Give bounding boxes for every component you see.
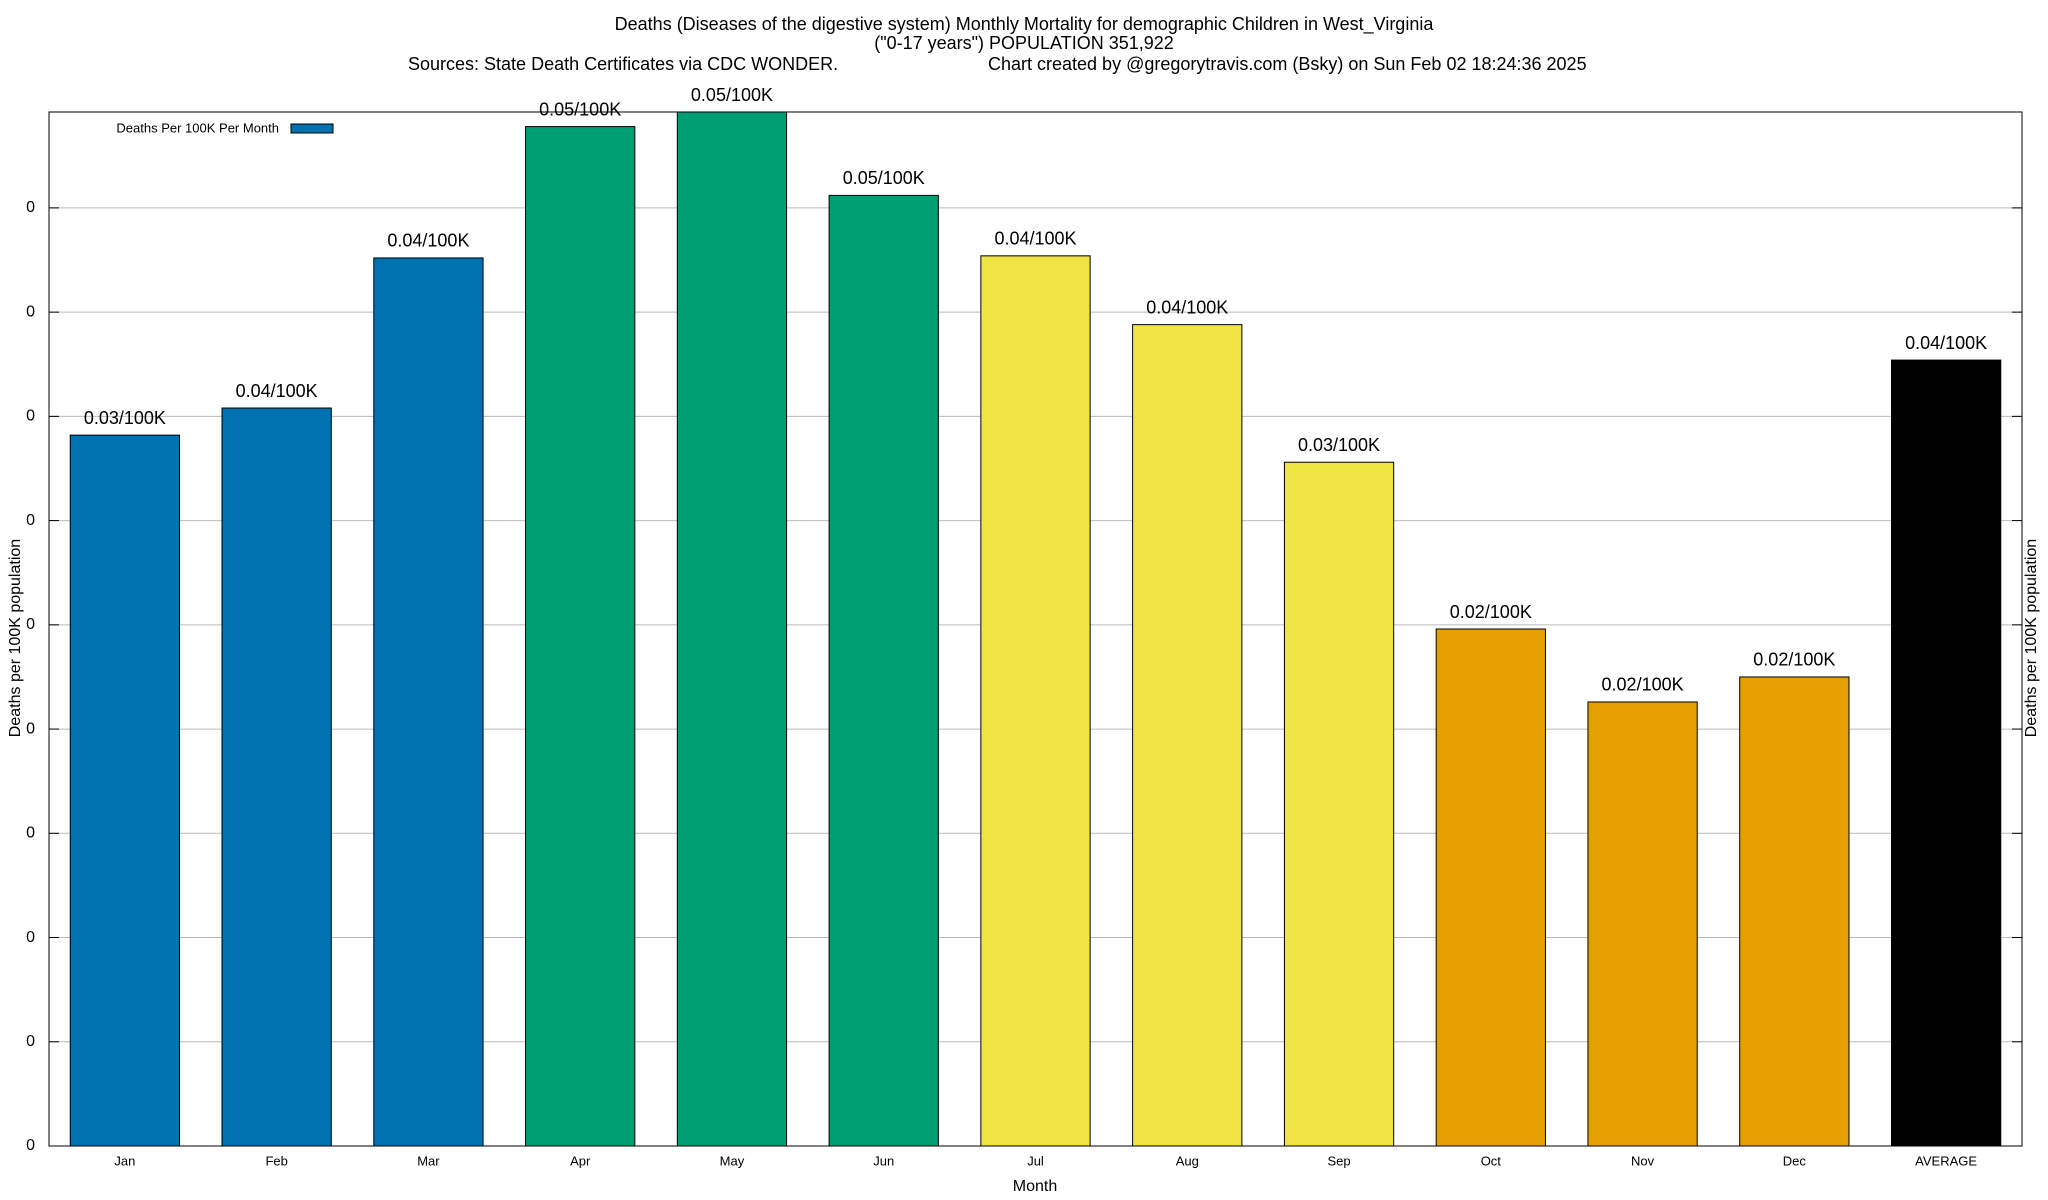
y-tick-label: 0 [26, 720, 35, 737]
x-tick-label: Mar [417, 1153, 440, 1168]
bar [525, 126, 636, 1147]
x-axis-label: Month [1013, 1178, 1057, 1195]
bar [1283, 461, 1395, 1147]
x-tick-label: AVERAGE [1915, 1153, 1977, 1168]
bar [828, 194, 939, 1147]
x-tick-label: Oct [1481, 1153, 1502, 1168]
data-label: 0.05/100K [539, 99, 621, 119]
data-label: 0.04/100K [236, 381, 318, 401]
x-tick-label: Dec [1783, 1153, 1807, 1168]
x-tick-label: Apr [570, 1153, 591, 1168]
y-tick-label: 0 [26, 303, 35, 320]
x-tick-label: Feb [265, 1153, 287, 1168]
bar [69, 434, 181, 1147]
y-tick-label: 0 [26, 408, 35, 425]
bar [1739, 676, 1850, 1147]
data-label: 0.04/100K [1905, 333, 1987, 353]
data-label: 0.02/100K [1602, 675, 1684, 695]
y-tick-label: 0 [26, 199, 35, 216]
x-tick-label: May [720, 1153, 745, 1168]
chart-subtitle: ("0-17 years") POPULATION 351,922 [874, 33, 1174, 53]
y-tick-label: 0 [26, 616, 35, 633]
y-tick-label: 0 [26, 825, 35, 842]
legend-swatch [290, 123, 334, 134]
bar [676, 111, 788, 1147]
data-label: 0.04/100K [1146, 297, 1228, 317]
y-tick-label: 0 [26, 1033, 35, 1050]
bar [1132, 324, 1243, 1147]
legend-label: Deaths Per 100K Per Month [116, 120, 279, 135]
bar [373, 257, 484, 1147]
credit: Chart created by @gregorytravis.com (Bsk… [988, 54, 1587, 74]
x-tick-label: Jun [873, 1153, 894, 1168]
bar [1587, 701, 1698, 1147]
bar [1890, 359, 2002, 1147]
data-label: 0.03/100K [1298, 435, 1380, 455]
y2-axis-label: Deaths per 100K population [2023, 539, 2040, 737]
x-tick-label: Sep [1327, 1153, 1350, 1168]
data-label: 0.04/100K [387, 231, 469, 251]
y-tick-label: 0 [26, 512, 35, 529]
x-tick-label: Nov [1631, 1153, 1655, 1168]
bar [1435, 628, 1546, 1147]
data-label: 0.02/100K [1450, 602, 1532, 622]
y-tick-label: 0 [26, 929, 35, 946]
data-label: 0.02/100K [1753, 650, 1835, 670]
data-label: 0.05/100K [691, 85, 773, 105]
y-tick-label: 0 [26, 1137, 35, 1154]
x-tick-label: Jul [1027, 1153, 1044, 1168]
data-label: 0.03/100K [84, 408, 166, 428]
chart-title: Deaths (Diseases of the digestive system… [615, 14, 1435, 35]
sources: Sources: State Death Certificates via CD… [408, 54, 838, 74]
y-axis-label: Deaths per 100K population [7, 539, 24, 737]
bar [221, 407, 332, 1147]
data-label: 0.05/100K [843, 168, 925, 188]
x-tick-label: Jan [114, 1153, 135, 1168]
x-tick-label: Aug [1176, 1153, 1199, 1168]
bar [980, 255, 1091, 1147]
data-label: 0.04/100K [994, 229, 1076, 249]
